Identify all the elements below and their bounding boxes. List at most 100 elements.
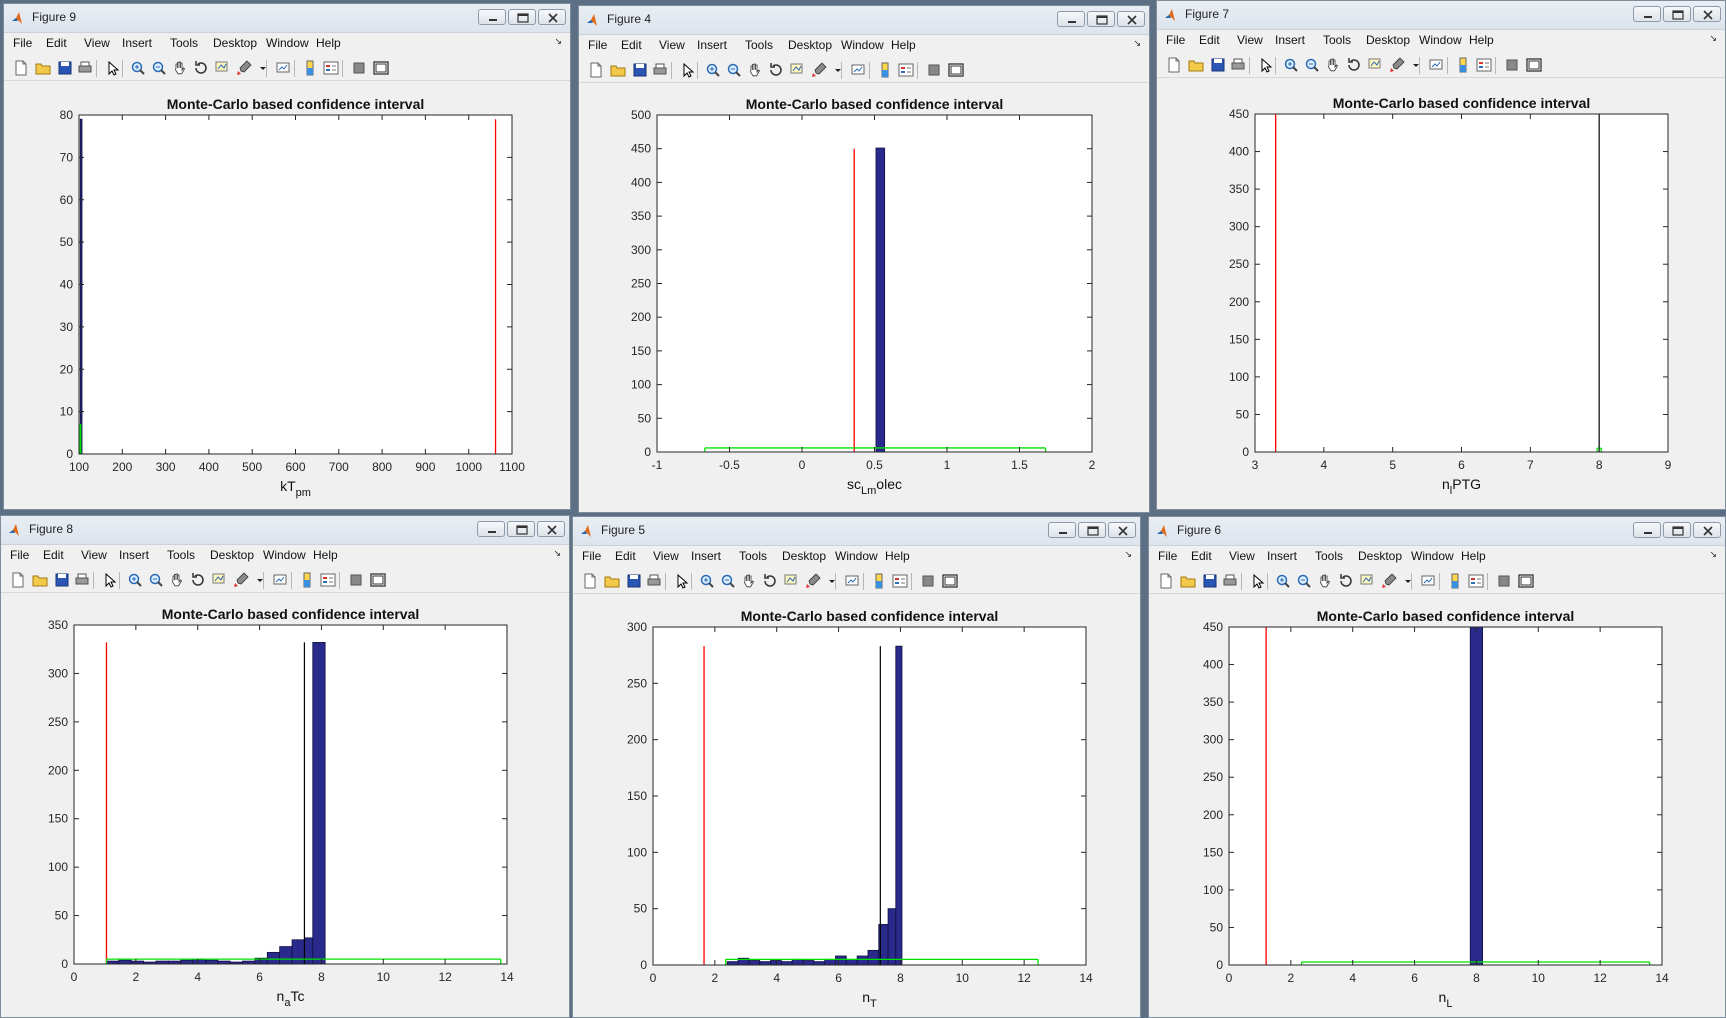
minimize-button[interactable] [478, 9, 506, 25]
brush-dropdown-icon[interactable] [823, 572, 841, 590]
dock-arrow-icon[interactable]: ↘ [1133, 38, 1141, 48]
maximize-button[interactable] [1663, 522, 1691, 538]
rotate-3d-icon[interactable] [1345, 56, 1363, 74]
select-arrow-icon[interactable] [673, 572, 691, 590]
legend-icon[interactable] [1467, 572, 1485, 590]
select-arrow-icon[interactable] [679, 61, 697, 79]
menu-tools[interactable]: Tools [1323, 33, 1352, 47]
menu-help[interactable]: Help [885, 549, 910, 563]
rotate-3d-icon[interactable] [761, 572, 779, 590]
minimize-button[interactable] [1633, 6, 1661, 22]
menu-tools[interactable]: Tools [739, 549, 768, 563]
menu-view[interactable]: View [81, 548, 107, 562]
data-cursor-icon[interactable] [210, 571, 228, 589]
close-button[interactable] [1108, 522, 1136, 538]
maximize-button[interactable] [1663, 6, 1691, 22]
menu-file[interactable]: File [1166, 33, 1186, 47]
open-file-icon[interactable] [603, 572, 621, 590]
menu-help[interactable]: Help [313, 548, 338, 562]
menu-view[interactable]: View [659, 38, 685, 52]
menu-desktop[interactable]: Desktop [1366, 33, 1411, 47]
menu-file[interactable]: File [13, 36, 33, 50]
dock-arrow-icon[interactable]: ↘ [554, 36, 562, 46]
show-tools-icon[interactable] [369, 571, 387, 589]
brush-icon[interactable] [810, 61, 828, 79]
histogram-plot[interactable]: 0 2 4 6 8 10 12 14 0 50 100 150 200 250 300 Monte-Carlo… [573, 597, 1140, 1017]
menu-edit[interactable]: Edit [1191, 549, 1212, 563]
open-file-icon[interactable] [1179, 572, 1197, 590]
colorbar-icon[interactable] [1446, 572, 1464, 590]
rotate-3d-icon[interactable] [192, 59, 210, 77]
zoom-in-icon[interactable] [1274, 572, 1292, 590]
brush-icon[interactable] [235, 59, 253, 77]
link-plot-icon[interactable] [271, 571, 289, 589]
zoom-out-icon[interactable] [150, 59, 168, 77]
hide-tools-icon[interactable] [350, 59, 368, 77]
menu-file[interactable]: File [588, 38, 608, 52]
window-titlebar[interactable]: Figure 8 [1, 516, 569, 545]
save-icon[interactable] [625, 572, 643, 590]
window-titlebar[interactable]: Figure 4 [579, 6, 1149, 35]
legend-icon[interactable] [319, 571, 337, 589]
save-icon[interactable] [53, 571, 71, 589]
new-figure-icon[interactable] [581, 572, 599, 590]
menu-file[interactable]: File [10, 548, 30, 562]
colorbar-icon[interactable] [298, 571, 316, 589]
menu-edit[interactable]: Edit [621, 38, 642, 52]
print-icon[interactable] [651, 61, 669, 79]
menu-tools[interactable]: Tools [170, 36, 199, 50]
window-titlebar[interactable]: Figure 9 [4, 4, 570, 33]
menu-tools[interactable]: Tools [1315, 549, 1344, 563]
data-cursor-icon[interactable] [788, 61, 806, 79]
select-arrow-icon[interactable] [101, 571, 119, 589]
print-icon[interactable] [1221, 572, 1239, 590]
brush-dropdown-icon[interactable] [1407, 56, 1425, 74]
menu-insert[interactable]: Insert [122, 36, 153, 50]
zoom-out-icon[interactable] [147, 571, 165, 589]
hide-tools-icon[interactable] [1503, 56, 1521, 74]
menu-view[interactable]: View [653, 549, 679, 563]
menu-tools[interactable]: Tools [745, 38, 774, 52]
brush-icon[interactable] [804, 572, 822, 590]
hide-tools-icon[interactable] [347, 571, 365, 589]
menu-view[interactable]: View [84, 36, 110, 50]
link-plot-icon[interactable] [849, 61, 867, 79]
maximize-button[interactable] [1078, 522, 1106, 538]
colorbar-icon[interactable] [876, 61, 894, 79]
select-arrow-icon[interactable] [104, 59, 122, 77]
data-cursor-icon[interactable] [782, 572, 800, 590]
brush-dropdown-icon[interactable] [829, 61, 847, 79]
zoom-in-icon[interactable] [129, 59, 147, 77]
show-tools-icon[interactable] [1525, 56, 1543, 74]
hide-tools-icon[interactable] [925, 61, 943, 79]
dock-arrow-icon[interactable]: ↘ [1124, 549, 1132, 559]
open-file-icon[interactable] [34, 59, 52, 77]
menu-insert[interactable]: Insert [697, 38, 728, 52]
colorbar-icon[interactable] [1454, 56, 1472, 74]
link-plot-icon[interactable] [843, 572, 861, 590]
menu-tools[interactable]: Tools [167, 548, 196, 562]
menu-insert[interactable]: Insert [691, 549, 722, 563]
new-figure-icon[interactable] [1165, 56, 1183, 74]
open-file-icon[interactable] [31, 571, 49, 589]
menu-view[interactable]: View [1229, 549, 1255, 563]
zoom-out-icon[interactable] [1303, 56, 1321, 74]
pan-hand-icon[interactable] [1316, 572, 1334, 590]
print-icon[interactable] [76, 59, 94, 77]
close-button[interactable] [537, 521, 565, 537]
zoom-out-icon[interactable] [725, 61, 743, 79]
brush-icon[interactable] [232, 571, 250, 589]
menu-help[interactable]: Help [316, 36, 341, 50]
zoom-in-icon[interactable] [704, 61, 722, 79]
pan-hand-icon[interactable] [746, 61, 764, 79]
save-icon[interactable] [1209, 56, 1227, 74]
histogram-plot[interactable]: -1 -0.5 0 0.5 1 1.5 2 0 50 100 150 200 250 300 350 400 4… [579, 86, 1149, 512]
save-icon[interactable] [631, 61, 649, 79]
menu-file[interactable]: File [582, 549, 602, 563]
menu-window[interactable]: Window [266, 36, 309, 50]
new-figure-icon[interactable] [9, 571, 27, 589]
link-plot-icon[interactable] [1419, 572, 1437, 590]
menu-desktop[interactable]: Desktop [210, 548, 255, 562]
minimize-button[interactable] [477, 521, 505, 537]
brush-icon[interactable] [1380, 572, 1398, 590]
